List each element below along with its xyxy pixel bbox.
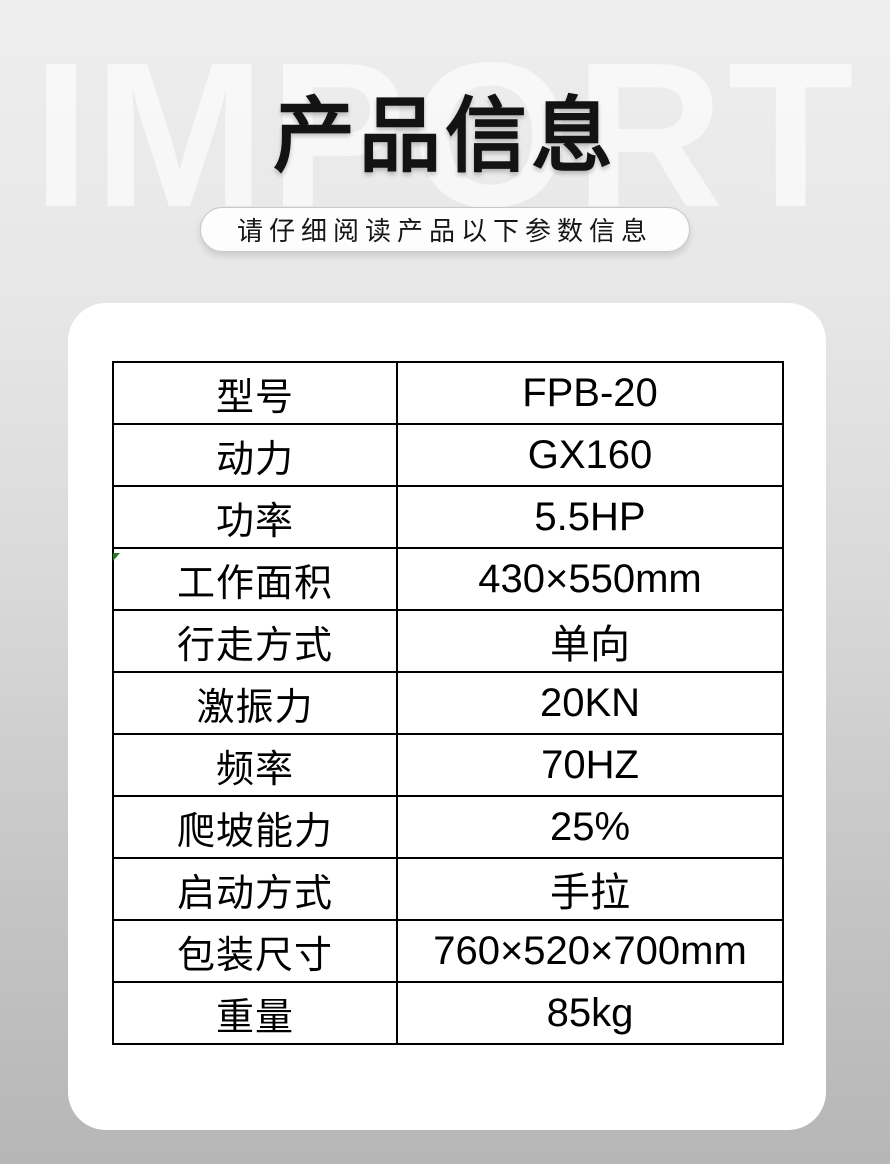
table-row: 行走方式 单向 [112, 609, 784, 673]
spec-value-cell: 5.5HP [396, 485, 784, 549]
table-row: 型号 FPB-20 [112, 361, 784, 425]
table-row: 爬坡能力 25% [112, 795, 784, 859]
spec-value-cell: 760×520×700mm [396, 919, 784, 983]
spec-label-cell: 型号 [112, 361, 398, 425]
spec-value-cell: 单向 [396, 609, 784, 673]
spec-value-cell: 25% [396, 795, 784, 859]
subtitle-text: 请仔细阅读产品以下参数信息 [236, 216, 654, 246]
table-row: 启动方式 手拉 [112, 857, 784, 921]
spec-label-cell: 行走方式 [112, 609, 398, 673]
spec-value-cell: GX160 [396, 423, 784, 487]
spec-value-cell: 70HZ [396, 733, 784, 797]
table-row: 功率 5.5HP [112, 485, 784, 549]
spec-value-cell: 20KN [396, 671, 784, 735]
table-row: 动力 GX160 [112, 423, 784, 487]
spec-table: 型号 FPB-20 动力 GX160 功率 5.5HP 工作面积 430×550… [112, 361, 784, 1045]
spec-label-cell: 动力 [112, 423, 398, 487]
table-row: 包装尺寸 760×520×700mm [112, 919, 784, 983]
spec-value-cell: 85kg [396, 981, 784, 1045]
spec-value-cell: 430×550mm [396, 547, 784, 611]
table-row: 工作面积 430×550mm [112, 547, 784, 611]
spec-label-cell: 重量 [112, 981, 398, 1045]
spec-value-cell: FPB-20 [396, 361, 784, 425]
table-row: 激振力 20KN [112, 671, 784, 735]
subtitle-pill: 请仔细阅读产品以下参数信息 [199, 207, 691, 252]
spec-label-cell: 包装尺寸 [112, 919, 398, 983]
spec-label-cell: 激振力 [112, 671, 398, 735]
spec-label-cell: 频率 [112, 733, 398, 797]
spec-value-cell: 手拉 [396, 857, 784, 921]
spec-label-cell: 工作面积 [112, 547, 398, 611]
green-corner-mark [113, 553, 120, 561]
watermark-text: IMPORT [32, 20, 858, 250]
page-title: 产品信息 [272, 91, 617, 182]
spec-label-cell: 启动方式 [112, 857, 398, 921]
spec-label-cell: 功率 [112, 485, 398, 549]
spec-card: 型号 FPB-20 动力 GX160 功率 5.5HP 工作面积 430×550… [68, 303, 826, 1130]
spec-label-cell: 爬坡能力 [112, 795, 398, 859]
table-row: 重量 85kg [112, 981, 784, 1045]
table-row: 频率 70HZ [112, 733, 784, 797]
